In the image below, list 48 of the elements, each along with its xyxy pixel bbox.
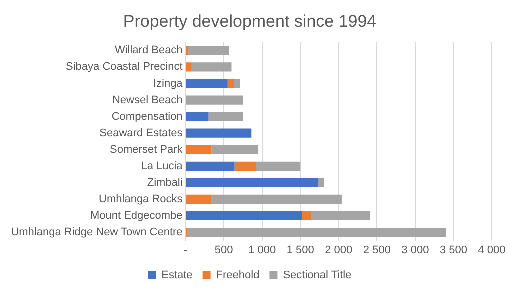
y-tick-label: Newsel Beach	[112, 94, 183, 106]
bar	[311, 211, 370, 221]
y-tick-label: Sibaya Coastal Precinct	[66, 61, 183, 74]
y-tick-label: Umhlanga Ridge New Town Centre	[11, 226, 183, 239]
chart-title: Property development since 1994	[123, 12, 377, 31]
bar	[211, 194, 342, 204]
x-tick-label: 1 500	[286, 244, 314, 256]
x-tick-label: -	[184, 244, 188, 256]
y-tick-label: Mount Edgecombe	[90, 210, 183, 222]
bar	[186, 162, 235, 171]
y-tick-label: Willard Beach	[114, 44, 183, 57]
y-tick-label: Compensation	[112, 110, 183, 123]
y-tick-label: Zimbali	[147, 176, 183, 189]
legend-label: Sectional Title	[283, 270, 352, 282]
bar	[234, 79, 240, 88]
bar	[186, 145, 212, 154]
bar	[187, 228, 446, 238]
bar	[186, 194, 212, 204]
y-tick-label: La Lucia	[141, 160, 184, 172]
bar	[188, 46, 230, 56]
bar	[318, 178, 324, 188]
y-tick-label: Seaward Estates	[100, 127, 184, 140]
bar	[234, 162, 256, 171]
bar	[186, 128, 252, 138]
x-tick-label: 4 000	[478, 244, 506, 256]
bar	[228, 79, 234, 88]
bar	[186, 96, 244, 105]
legend-label: Freehold	[216, 270, 260, 282]
bar	[302, 211, 312, 221]
x-tick-label: 500	[214, 244, 234, 256]
bar	[208, 112, 244, 122]
bar	[186, 112, 209, 122]
bar	[186, 62, 192, 72]
bar	[212, 145, 259, 154]
x-tick-label: 2 000	[325, 244, 353, 256]
bar	[192, 62, 232, 72]
legend-label: Estate	[162, 270, 193, 282]
x-tick-label: 3 500	[440, 244, 468, 256]
bar	[186, 211, 302, 221]
bar	[256, 162, 301, 171]
x-tick-label: 3 000	[402, 244, 430, 256]
bar	[186, 79, 228, 88]
bar	[186, 178, 318, 188]
y-tick-label: Izinga	[153, 78, 184, 90]
x-tick-label: 1 000	[248, 244, 276, 256]
y-tick-label: Umhlanga Rocks	[99, 194, 184, 206]
x-tick-label: 2 500	[363, 244, 391, 256]
y-tick-label: Somerset Park	[110, 144, 184, 156]
